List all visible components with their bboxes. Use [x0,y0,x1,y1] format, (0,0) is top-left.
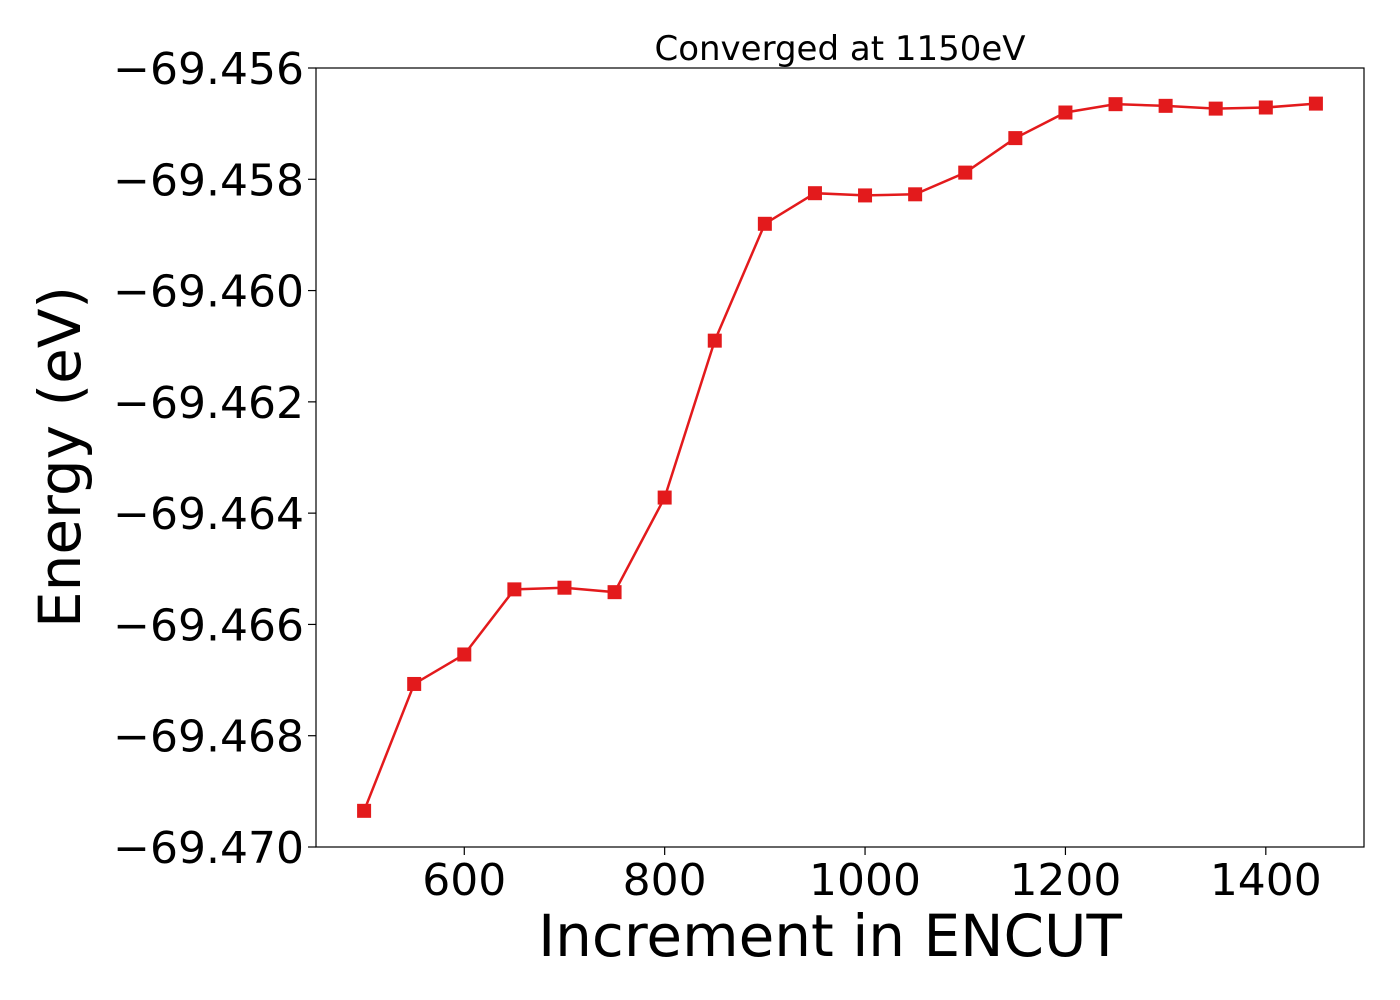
data-point [1158,98,1173,113]
series-line [362,102,1317,812]
chart-title: Converged at 1150eV [654,29,1025,69]
data-point [1058,105,1073,120]
x-tick-label: 1200 [1009,855,1121,906]
data-point [1258,100,1273,115]
y-tick-label: −69.470 [113,823,304,874]
data-point [1308,96,1323,111]
x-tick-label: 1400 [1210,855,1322,906]
chart-marks [357,96,1323,818]
data-point [407,676,422,691]
data-point [457,647,472,662]
data-point [507,582,522,597]
plot-frame [315,67,1365,848]
x-tick-label: 1000 [809,855,921,906]
data-point [1208,101,1223,116]
y-axis-label: Energy (eV) [26,286,94,628]
y-tick-label: −69.466 [113,600,304,651]
data-point [607,585,622,600]
data-point [908,187,923,202]
x-axis-label: Increment in ENCUT [538,902,1122,970]
data-point [858,188,873,203]
x-tick-label: 600 [422,855,506,906]
y-tick-label: −69.460 [113,267,304,318]
data-point [807,186,822,201]
y-tick-label: −69.458 [113,155,304,206]
y-tick-label: −69.456 [113,44,304,95]
y-tick-label: −69.468 [113,712,304,763]
data-point [557,580,572,595]
data-point [757,216,772,231]
y-tick-label: −69.464 [113,489,304,540]
data-point [1008,131,1023,146]
data-point [357,803,372,818]
data-point [1108,97,1123,112]
data-point [707,333,722,348]
data-point [657,490,672,505]
x-tick-label: 800 [623,855,707,906]
y-tick-label: −69.462 [113,378,304,429]
data-point [958,165,973,180]
